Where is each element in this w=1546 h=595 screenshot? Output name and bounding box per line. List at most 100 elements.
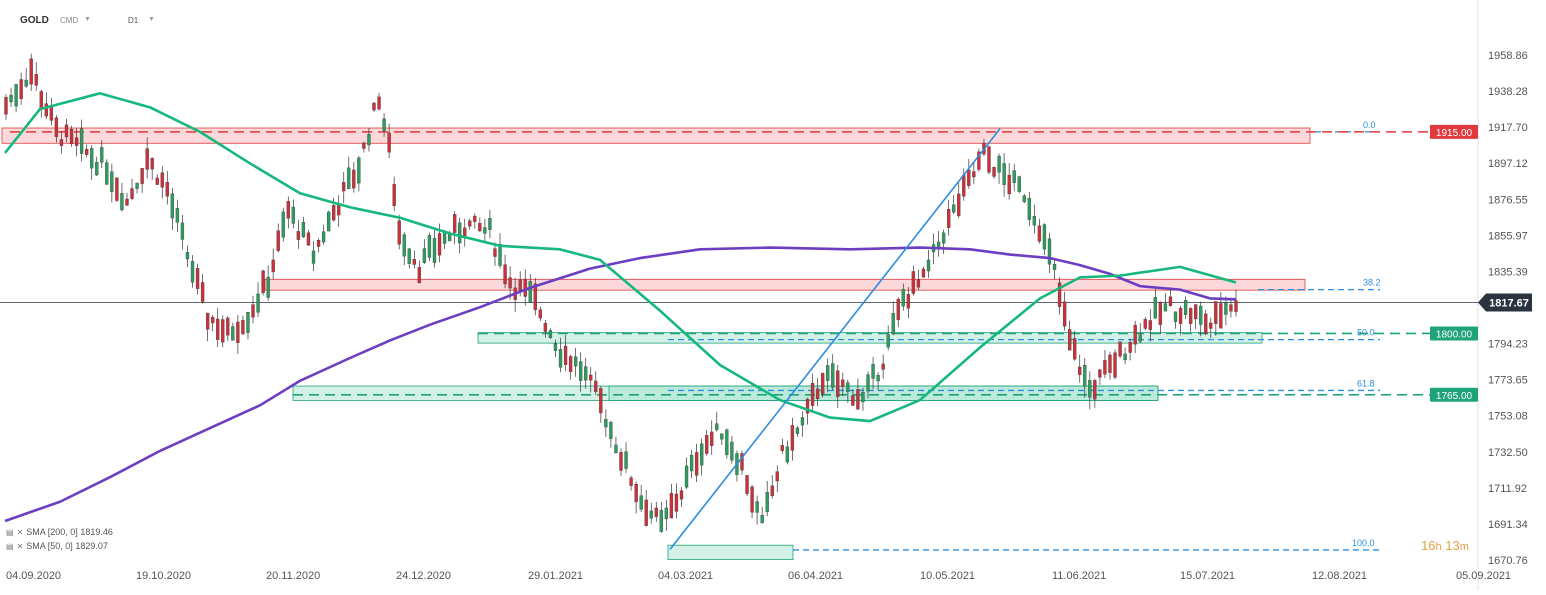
candle-body (90, 148, 94, 169)
candle-body (377, 96, 381, 110)
candle-body (1073, 338, 1077, 360)
candle-body (140, 168, 144, 184)
candle-body (357, 157, 361, 184)
candle-body (579, 361, 583, 381)
candle-body (599, 388, 603, 414)
candle-body (1113, 352, 1117, 378)
candle-body (679, 490, 684, 500)
symbol-label: GOLD (20, 15, 49, 26)
candle-body (160, 172, 164, 188)
timeframe-label[interactable]: D1 (128, 16, 139, 25)
candle-body (841, 379, 845, 387)
candle-body (1153, 297, 1157, 319)
candle-body (1007, 174, 1011, 195)
candle-body (805, 398, 810, 414)
candle-body (992, 167, 996, 177)
candle-body (69, 128, 74, 144)
legend-item-sma-50[interactable]: ▤ ✕ SMA [50, 0] 1829.07 (6, 541, 108, 551)
candle-body (916, 279, 921, 288)
candle-body (301, 222, 306, 238)
candle-body (967, 169, 971, 186)
candle-body (266, 276, 270, 298)
candle-body (826, 365, 830, 381)
candle-body (700, 443, 704, 466)
candle-body (715, 423, 719, 430)
candle-body (957, 193, 961, 217)
candle-body (271, 259, 275, 273)
resistance-zone (264, 278, 1306, 291)
candle-body (417, 267, 422, 284)
candle-body (54, 117, 59, 137)
candle-body (820, 372, 825, 395)
candle-body (568, 356, 573, 373)
legend-value: 1819.46 (80, 527, 113, 537)
candle-body (629, 477, 633, 486)
candle-body (1199, 305, 1203, 325)
candle-body (1062, 301, 1067, 327)
candle-body (634, 484, 638, 503)
y-tick-label: 1773.65 (1488, 375, 1528, 387)
candle-body (720, 433, 724, 440)
source-label[interactable]: CMD (60, 16, 79, 25)
candle-body (669, 493, 674, 519)
candle-body (321, 231, 326, 243)
candle-body (518, 279, 522, 290)
candle-body (584, 366, 588, 381)
candle-body (241, 320, 245, 335)
source-dropdown-icon[interactable]: ▼ (84, 16, 91, 23)
indicator-settings-icon[interactable]: ▤ (6, 542, 14, 551)
y-tick-label: 1835.39 (1488, 266, 1528, 278)
candle-body (881, 363, 885, 370)
timer-minutes: 13 (1445, 538, 1460, 553)
y-tick-label: 1691.34 (1488, 519, 1528, 531)
candle-body (765, 492, 769, 512)
candle-body (19, 79, 23, 100)
candle-body (785, 446, 790, 463)
candle-body (326, 211, 331, 232)
candle-body (936, 241, 941, 248)
candle-body (876, 374, 880, 382)
candle-body (251, 304, 255, 318)
candle-body (1219, 303, 1223, 329)
timeframe-dropdown-icon[interactable]: ▼ (148, 16, 155, 23)
candle-timer: 16h 13m (1421, 538, 1469, 553)
candle-body (664, 507, 669, 520)
candle-body (684, 465, 689, 488)
candle-body (1229, 304, 1233, 312)
x-tick-label: 29.01.2021 (528, 570, 583, 582)
candle-body (810, 382, 815, 406)
y-tick-label: 1711.92 (1488, 483, 1527, 495)
x-tick-label: 20.11.2020 (266, 570, 320, 582)
candle-body (589, 374, 593, 381)
candle-body (962, 174, 966, 197)
candle-body (775, 471, 779, 482)
price-level-tag (1430, 326, 1478, 341)
candle-body (1093, 380, 1097, 400)
legend-label: SMA [200, 0] (26, 527, 78, 537)
x-tick-label: 24.12.2020 (396, 570, 451, 582)
sma-50-line (3, 92, 1237, 423)
legend-item-sma-200[interactable]: ▤ ✕ SMA [200, 0] 1819.46 (6, 527, 113, 537)
fibonacci-level-label: 100.0 (1352, 538, 1375, 548)
candle-body (432, 238, 437, 263)
candle-body (120, 193, 124, 211)
candle-body (397, 220, 401, 245)
candle-body (1158, 302, 1163, 325)
candle-body (437, 233, 442, 256)
candle-body (170, 193, 175, 219)
remove-indicator-icon[interactable]: ✕ (16, 528, 24, 537)
candle-body (1017, 176, 1021, 192)
indicator-settings-icon[interactable]: ▤ (6, 528, 14, 537)
candle-body (226, 317, 230, 336)
candle-body (1002, 163, 1006, 185)
candle-body (624, 451, 628, 469)
candle-body (306, 232, 311, 246)
remove-indicator-icon[interactable]: ✕ (16, 542, 24, 551)
candle-body (452, 214, 457, 233)
candle-body (402, 234, 406, 257)
candle-body (911, 271, 916, 294)
candle-body (1042, 224, 1047, 250)
candle-body (180, 222, 185, 240)
candle-body (725, 429, 729, 456)
candle-body (649, 510, 653, 519)
